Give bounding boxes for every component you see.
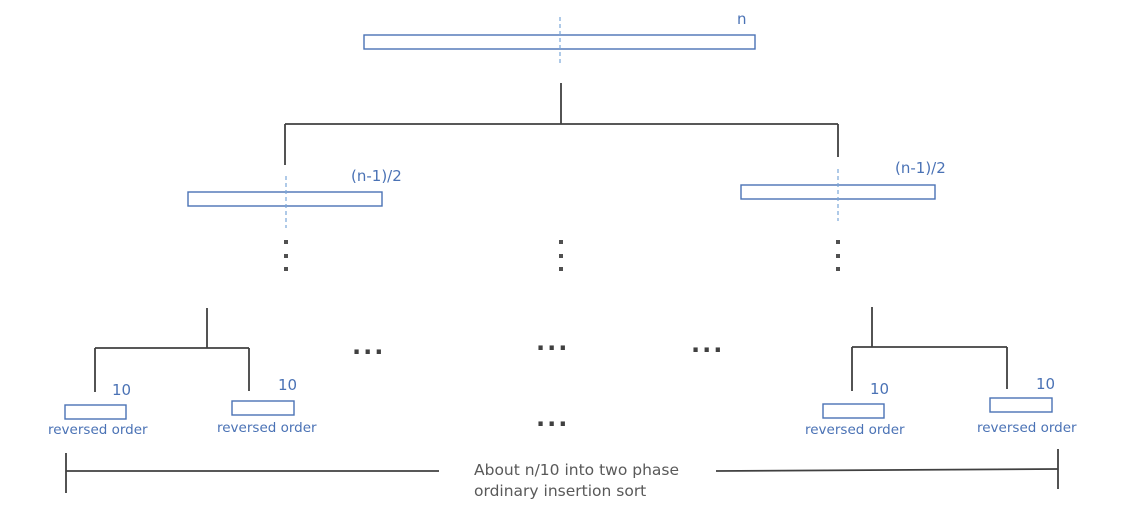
leaf-order-label-2: reversed order — [217, 420, 317, 436]
vertical-ellipsis-center — [559, 240, 563, 271]
leaf-size-label-2: 10 — [278, 376, 297, 394]
bottom-bracket — [65, 449, 1059, 493]
left-leaf-branch — [94, 308, 250, 392]
leaf-size-label-1: 10 — [112, 381, 131, 399]
root-size-label: n — [737, 10, 747, 28]
leaf-array-4 — [989, 397, 1053, 413]
ellipsis-1: ... — [352, 332, 385, 360]
leaf-size-label-3: 10 — [870, 380, 889, 398]
ellipsis-3: ... — [691, 330, 724, 358]
ellipsis-2: ... — [536, 328, 569, 356]
leaf-array-2 — [231, 400, 295, 416]
ellipsis-4: ... — [536, 404, 569, 432]
right-size-label: (n-1)/2 — [895, 159, 946, 177]
left-subarray — [187, 191, 383, 207]
caption-line-1: About n/10 into two phase — [474, 461, 679, 479]
caption-line-2: ordinary insertion sort — [474, 482, 646, 500]
left-size-label: (n-1)/2 — [351, 167, 402, 185]
leaf-array-1 — [64, 404, 127, 420]
leaf-array-3 — [822, 403, 885, 419]
vertical-ellipsis-right — [836, 240, 840, 271]
root-branch — [284, 83, 839, 165]
leaf-order-label-1: reversed order — [48, 422, 148, 438]
vertical-ellipsis-left — [284, 240, 288, 271]
leaf-order-label-4: reversed order — [977, 420, 1077, 436]
right-leaf-branch — [851, 307, 1008, 391]
leaf-order-label-3: reversed order — [805, 422, 905, 438]
leaf-size-label-4: 10 — [1036, 375, 1055, 393]
